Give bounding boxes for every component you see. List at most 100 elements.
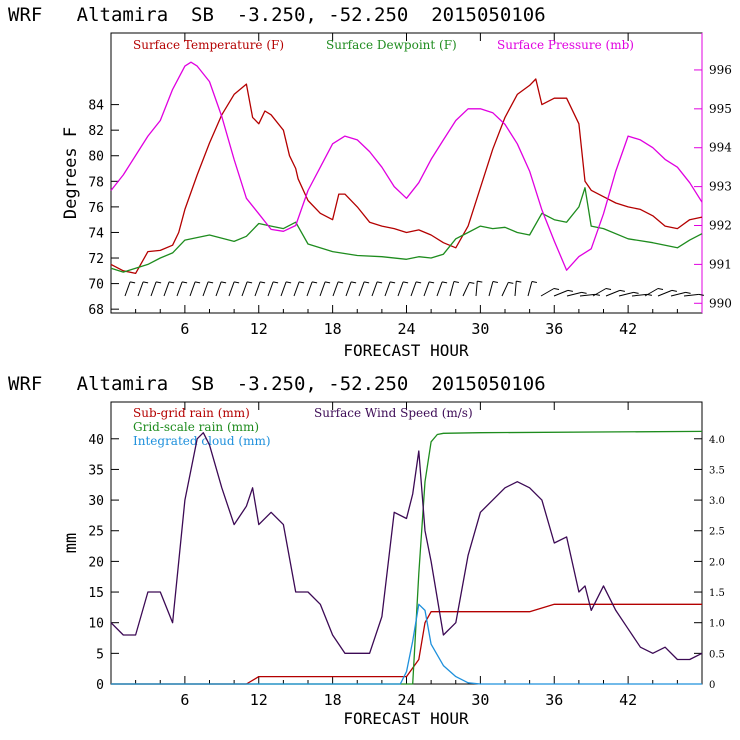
top-x-tick-label: 36 — [545, 320, 563, 338]
top-x-axis-label: FORECAST HOUR — [343, 341, 469, 360]
top-chart-title: WRF Altamira SB -3.250, -52.250 20150501… — [8, 4, 546, 26]
bottom-y-tick-label: 40 — [88, 433, 104, 448]
wind-barb — [436, 281, 443, 297]
top-right-axis: 990 991 992 993 994 995 996 — [694, 63, 732, 310]
wind-barb-flag — [429, 281, 435, 284]
wind-barb — [605, 289, 621, 297]
wind-barb — [228, 281, 235, 297]
wind-barb-flag — [390, 281, 396, 284]
bottom-y-tick-label: 0 — [96, 678, 104, 693]
wind-barb-flag — [685, 291, 691, 294]
top-y-tick-label: 76 — [88, 201, 104, 216]
bottom-y2-tick-label: 3.0 — [709, 496, 725, 507]
wind-barb-flag — [581, 291, 587, 294]
bottom-y-tick-label: 30 — [88, 494, 104, 509]
bottom-y2-tick-label: 0.5 — [709, 649, 725, 660]
wind-barb — [241, 281, 248, 297]
bottom-chart-title: WRF Altamira SB -3.250, -52.250 20150501… — [8, 373, 546, 395]
wind-barb — [488, 281, 494, 297]
bottom-y-tick-label: 15 — [88, 586, 104, 601]
top-y-tick-label: 78 — [88, 175, 104, 190]
wind-barb-flag — [531, 281, 537, 283]
wind-barb-flag — [619, 289, 625, 292]
wind-barb — [566, 291, 582, 297]
wind-barb-flag — [553, 288, 560, 290]
bottom-panel: WRF Altamira SB -3.250, -52.250 20150501… — [8, 373, 725, 728]
wind-barb — [657, 289, 673, 297]
wind-barb-flag — [143, 281, 149, 284]
bottom-x-tick-label: 6 — [180, 691, 189, 709]
top-plot-frame — [110, 32, 703, 314]
bottom-x-axis: 6 12 18 24 30 36 42 — [135, 402, 678, 709]
wind-barb-flag — [169, 281, 175, 284]
wind-barb-flag — [416, 281, 422, 284]
wind-barb-flag — [605, 288, 612, 290]
top-panel: WRF Altamira SB -3.250, -52.250 20150501… — [8, 4, 732, 360]
wind-barb-flag — [312, 281, 318, 284]
wind-barb-flag — [325, 281, 331, 284]
series-surface-dewpoint-f — [110, 187, 703, 273]
series-grid-scale-rain-mm — [111, 430, 703, 685]
bottom-left-axis: 0 5 10 15 20 25 30 35 40 — [88, 433, 119, 693]
series-surface-pressure-mb — [110, 61, 703, 271]
wind-barb-flag — [286, 281, 292, 284]
legend-surface-temperature: Surface Temperature (F) — [133, 38, 284, 52]
top-y-tick-label: 70 — [88, 278, 104, 293]
bottom-y2-tick-label: 2.0 — [709, 557, 725, 568]
wind-barb-flag — [221, 281, 227, 284]
wind-barb — [280, 281, 287, 297]
wind-barb — [137, 281, 144, 297]
wind-barb — [358, 281, 365, 297]
series-sub-grid-rain-mm — [111, 603, 702, 685]
wind-barb-flag — [469, 281, 475, 284]
legend-integrated-cloud: Integrated cloud (mm) — [133, 434, 271, 448]
wind-barb-flag — [260, 281, 266, 284]
top-left-axis: 68 70 72 74 76 78 80 82 84 — [88, 99, 119, 318]
wind-barb — [670, 291, 686, 297]
bottom-y2-tick-label: 0 — [709, 680, 715, 691]
wind-barb — [553, 289, 569, 297]
legend-surface-wind-speed: Surface Wind Speed (m/s) — [314, 406, 473, 420]
wind-barb — [371, 281, 378, 297]
top-y-tick-label: 80 — [88, 150, 104, 165]
bottom-y-tick-label: 35 — [88, 463, 104, 478]
bottom-x-tick-label: 18 — [324, 691, 342, 709]
wind-barb-flag — [195, 281, 201, 284]
wind-barb-flag — [633, 291, 639, 294]
wind-barb — [410, 281, 417, 297]
series-surface-temperature-f — [110, 78, 703, 275]
wind-barb — [475, 281, 478, 297]
legend-surface-pressure: Surface Pressure (mb) — [497, 38, 634, 52]
wind-barb-flag — [403, 281, 409, 284]
wind-barb — [267, 281, 274, 297]
bottom-series-group — [110, 430, 703, 685]
wind-barb — [150, 281, 157, 297]
bottom-x-tick-label: 12 — [250, 691, 268, 709]
wind-barb — [202, 281, 209, 297]
bottom-x-tick-label: 30 — [471, 691, 489, 709]
wind-barb — [618, 291, 634, 297]
wind-barb-flag — [492, 281, 498, 283]
top-y-tick-label: 68 — [88, 303, 104, 318]
wind-barb-flag — [234, 281, 240, 284]
wind-barb-flag — [698, 293, 704, 296]
bottom-y-tick-label: 25 — [88, 525, 104, 540]
wind-barb — [215, 281, 222, 297]
top-y2-tick-label: 996 — [709, 63, 732, 77]
bottom-y2-tick-label: 4.0 — [709, 435, 725, 446]
wind-barb-flag — [442, 281, 448, 284]
wind-barb — [124, 281, 131, 297]
wind-barb-flag — [657, 288, 664, 290]
wind-barb — [449, 281, 455, 297]
legend-gridscale-rain: Grid-scale rain (mm) — [133, 420, 259, 434]
wind-barb-flag — [453, 281, 459, 283]
wind-barbs — [124, 280, 704, 297]
wind-barb-flag — [338, 281, 344, 284]
bottom-y2-tick-label: 2.5 — [709, 527, 725, 538]
wind-barb-flag — [364, 281, 370, 284]
bottom-y-axis-label: mm — [61, 533, 81, 553]
wind-barb-flag — [247, 281, 253, 284]
legend-subgrid-rain: Sub-grid rain (mm) — [133, 406, 250, 420]
series-integrated-cloud-mm — [111, 603, 702, 685]
